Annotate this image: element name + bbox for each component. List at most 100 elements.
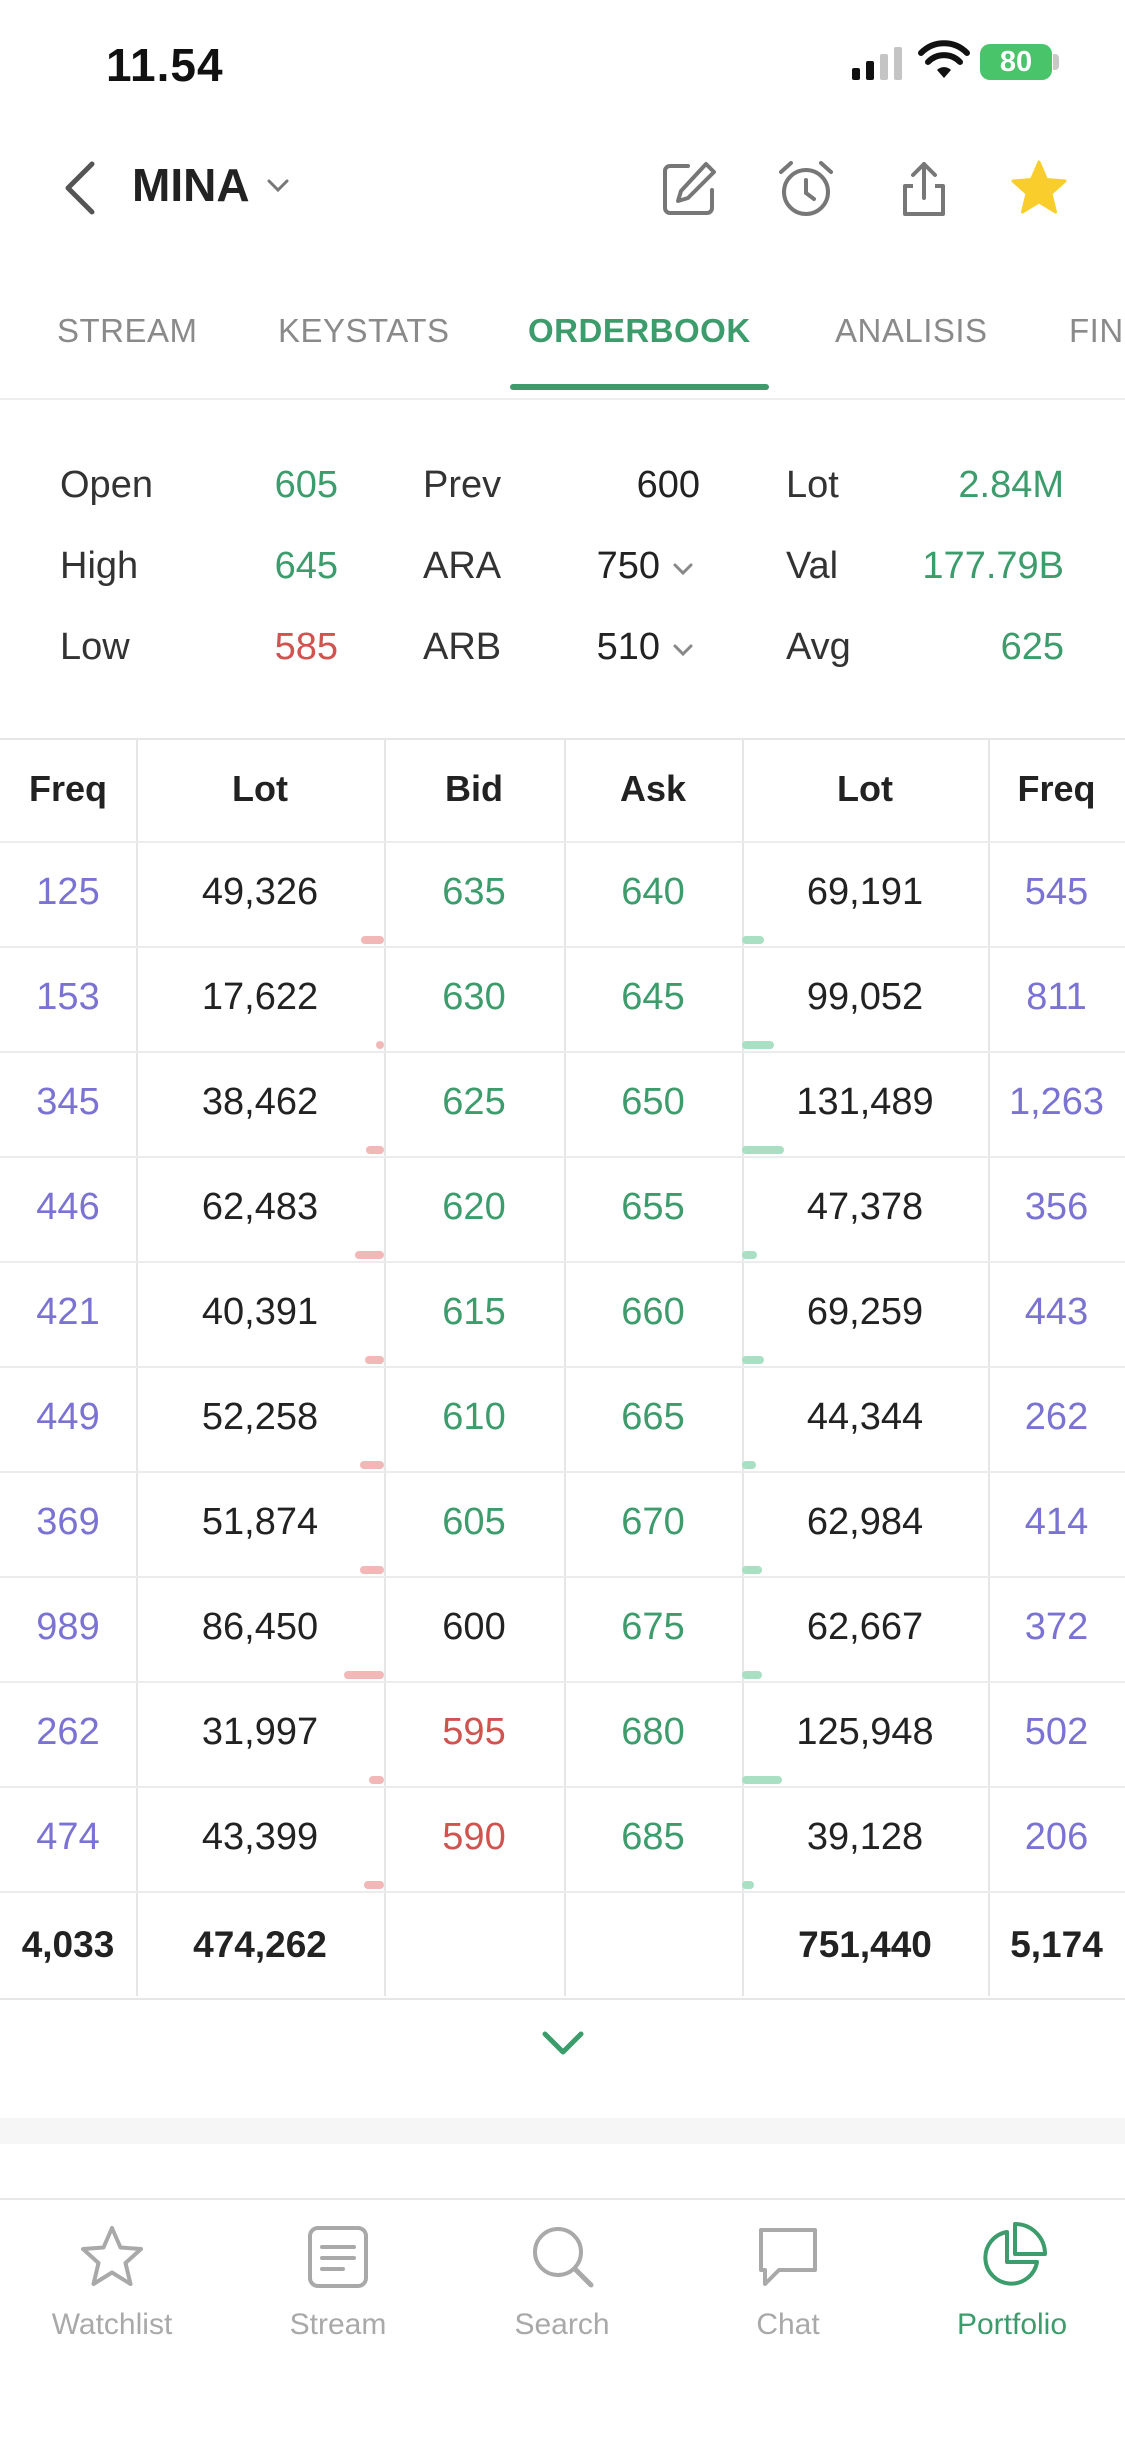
bid-freq: 345 <box>36 1081 100 1123</box>
ask-price[interactable]: 655 <box>621 1186 685 1228</box>
ask-freq: 414 <box>1024 1501 1089 1543</box>
back-icon[interactable] <box>60 160 100 216</box>
ticker-title[interactable]: MINA <box>132 159 250 211</box>
stat-ara-value[interactable]: 750 <box>596 545 660 587</box>
bid-freq: 369 <box>36 1501 100 1543</box>
nav-watchlist[interactable]: Watchlist <box>51 2308 173 2341</box>
expand-chevron-icon[interactable] <box>540 2028 586 2058</box>
ask-freq: 545 <box>1024 871 1089 913</box>
active-tab-indicator <box>510 384 769 390</box>
stat-lot-label: Lot <box>786 464 839 506</box>
bid-freq: 153 <box>36 976 100 1018</box>
row-divider <box>0 1156 1125 1158</box>
ask-price[interactable]: 640 <box>621 871 685 913</box>
ask-lot: 131,489 <box>796 1081 934 1123</box>
bid-freq: 989 <box>36 1606 100 1648</box>
bid-price[interactable]: 625 <box>442 1081 506 1123</box>
bid-volume-bar <box>355 1251 384 1259</box>
header-ask-lot: Lot <box>837 768 893 809</box>
ask-volume-bar <box>742 936 764 944</box>
total-ask-lot: 751,440 <box>798 1924 932 1965</box>
bid-price[interactable]: 590 <box>442 1816 506 1858</box>
alarm-icon[interactable] <box>775 158 837 220</box>
bid-freq: 446 <box>36 1186 100 1228</box>
ara-chevron-down-icon[interactable] <box>672 562 694 576</box>
stream-icon[interactable] <box>301 2220 375 2294</box>
ask-volume-bar <box>742 1671 762 1679</box>
edit-note-icon[interactable] <box>658 158 720 220</box>
bid-freq: 125 <box>36 871 100 913</box>
stat-arb-value[interactable]: 510 <box>596 626 660 668</box>
tab-analisis[interactable]: ANALISIS <box>835 312 988 349</box>
bid-volume-bar <box>360 1461 384 1469</box>
ask-price[interactable]: 685 <box>621 1816 685 1858</box>
stat-open-value: 605 <box>274 464 338 506</box>
stat-avg-label: Avg <box>786 626 851 668</box>
nav-stream[interactable]: Stream <box>289 2308 387 2341</box>
search-icon[interactable] <box>525 2220 599 2294</box>
ask-price[interactable]: 645 <box>621 976 685 1018</box>
bid-lot: 43,399 <box>201 1816 319 1858</box>
bid-price[interactable]: 630 <box>442 976 506 1018</box>
bid-price[interactable]: 610 <box>442 1396 506 1438</box>
ask-volume-bar <box>742 1356 764 1364</box>
ask-price[interactable]: 660 <box>621 1291 685 1333</box>
arb-chevron-down-icon[interactable] <box>672 643 694 657</box>
bid-price[interactable]: 615 <box>442 1291 506 1333</box>
cellular-signal-icon <box>852 47 902 80</box>
nav-chat[interactable]: Chat <box>756 2308 820 2341</box>
bid-volume-bar <box>365 1356 384 1364</box>
bid-lot: 86,450 <box>201 1606 319 1648</box>
share-icon[interactable] <box>893 158 955 220</box>
bid-price[interactable]: 620 <box>442 1186 506 1228</box>
ask-freq: 356 <box>1024 1186 1089 1228</box>
wifi-icon <box>918 40 970 78</box>
battery-cap <box>1053 54 1059 70</box>
row-divider <box>0 1681 1125 1683</box>
bid-volume-bar <box>366 1146 384 1154</box>
ask-lot: 69,191 <box>806 871 924 913</box>
nav-search[interactable]: Search <box>514 2308 610 2341</box>
stat-ara-label: ARA <box>423 545 502 587</box>
ask-price[interactable]: 650 <box>621 1081 685 1123</box>
ask-price[interactable]: 675 <box>621 1606 685 1648</box>
star-icon[interactable] <box>75 2220 149 2294</box>
bid-price[interactable]: 635 <box>442 871 506 913</box>
ask-freq: 372 <box>1024 1606 1089 1648</box>
stat-high-label: High <box>60 545 139 587</box>
bid-freq: 421 <box>36 1291 100 1333</box>
bid-price[interactable]: 595 <box>442 1711 506 1753</box>
row-divider <box>0 1051 1125 1053</box>
nav-portfolio[interactable]: Portfolio <box>956 2308 1068 2341</box>
bid-price[interactable]: 600 <box>442 1606 506 1648</box>
ask-price[interactable]: 680 <box>621 1711 685 1753</box>
bid-volume-bar <box>364 1881 384 1889</box>
bid-price[interactable]: 605 <box>442 1501 506 1543</box>
bid-volume-bar <box>376 1041 384 1049</box>
tab-keystats[interactable]: KEYSTATS <box>278 312 450 349</box>
header-divider <box>0 841 1125 843</box>
ask-volume-bar <box>742 1461 756 1469</box>
header-ask-freq: Freq <box>1017 768 1096 809</box>
tab-stream[interactable]: STREAM <box>57 312 198 349</box>
ask-volume-bar <box>742 1776 782 1784</box>
pie-chart-icon[interactable] <box>975 2220 1049 2294</box>
battery-indicator: 80 <box>980 44 1052 80</box>
row-divider <box>0 1576 1125 1578</box>
tab-financials[interactable]: FIN <box>1069 312 1124 349</box>
ask-price[interactable]: 670 <box>621 1501 685 1543</box>
ask-freq: 1,263 <box>1008 1081 1105 1123</box>
chevron-down-icon[interactable] <box>266 178 290 194</box>
stat-val-label: Val <box>786 545 839 587</box>
row-divider <box>0 1261 1125 1263</box>
row-divider <box>0 946 1125 948</box>
stat-low-value: 585 <box>274 626 338 668</box>
stat-open-label: Open <box>60 464 153 506</box>
ask-volume-bar <box>742 1041 774 1049</box>
bottom-navigation <box>0 2198 1125 2438</box>
star-filled-icon[interactable] <box>1008 158 1070 220</box>
tab-orderbook[interactable]: ORDERBOOK <box>528 312 751 349</box>
ask-price[interactable]: 665 <box>621 1396 685 1438</box>
chat-icon[interactable] <box>751 2220 825 2294</box>
bid-lot: 31,997 <box>201 1711 319 1753</box>
